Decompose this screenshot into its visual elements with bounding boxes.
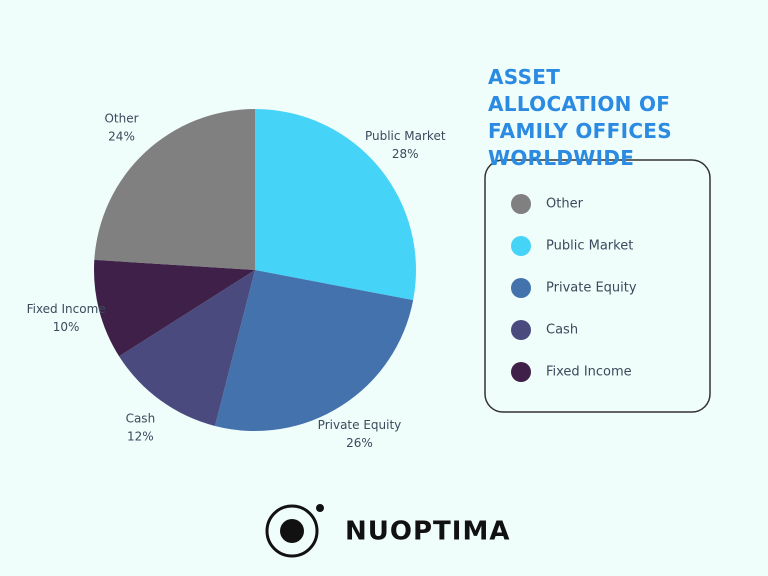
legend-swatch: [511, 320, 531, 340]
legend-swatch: [511, 194, 531, 214]
logo: NUOPTIMA: [265, 502, 510, 558]
pie-slice: [94, 109, 256, 270]
slice-value-label: 28%: [392, 147, 419, 161]
legend-label: Public Market: [546, 239, 633, 254]
chart-title: ASSET ALLOCATION OF FAMILY OFFICES WORLD…: [488, 65, 672, 170]
brand-name: NUOPTIMA: [345, 517, 510, 547]
pie-slice: [255, 109, 416, 301]
slice-label: Fixed Income: [27, 302, 106, 316]
legend-label: Other: [546, 197, 584, 212]
logo-core: [280, 519, 304, 543]
legend-box: [484, 159, 711, 413]
slice-label: Other: [104, 111, 138, 125]
slice-value-label: 10%: [53, 320, 80, 334]
logo-ring: [265, 504, 319, 558]
slice-value-label: 24%: [108, 129, 135, 143]
logo-dot: [314, 502, 326, 514]
legend-label: Cash: [546, 323, 578, 338]
slice-label: Private Equity: [318, 418, 402, 432]
pie-slice: [93, 259, 255, 357]
slice-label: Cash: [126, 411, 156, 425]
legend-label: Private Equity: [546, 281, 637, 296]
slice-value-label: 26%: [346, 436, 373, 450]
legend-swatch: [511, 236, 531, 256]
legend-swatch: [511, 278, 531, 298]
pie-slice: [119, 270, 255, 426]
legend-label: Fixed Income: [546, 365, 632, 380]
legend-swatch: [511, 362, 531, 382]
pie-slice: [214, 270, 414, 431]
slice-label: Public Market: [365, 129, 446, 143]
slice-value-label: 12%: [127, 429, 154, 443]
